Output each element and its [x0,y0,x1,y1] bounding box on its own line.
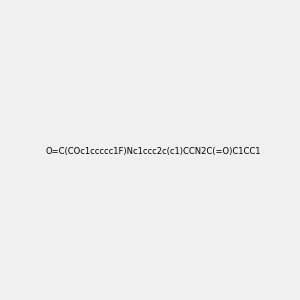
Text: O=C(COc1ccccc1F)Nc1ccc2c(c1)CCN2C(=O)C1CC1: O=C(COc1ccccc1F)Nc1ccc2c(c1)CCN2C(=O)C1C… [46,147,262,156]
